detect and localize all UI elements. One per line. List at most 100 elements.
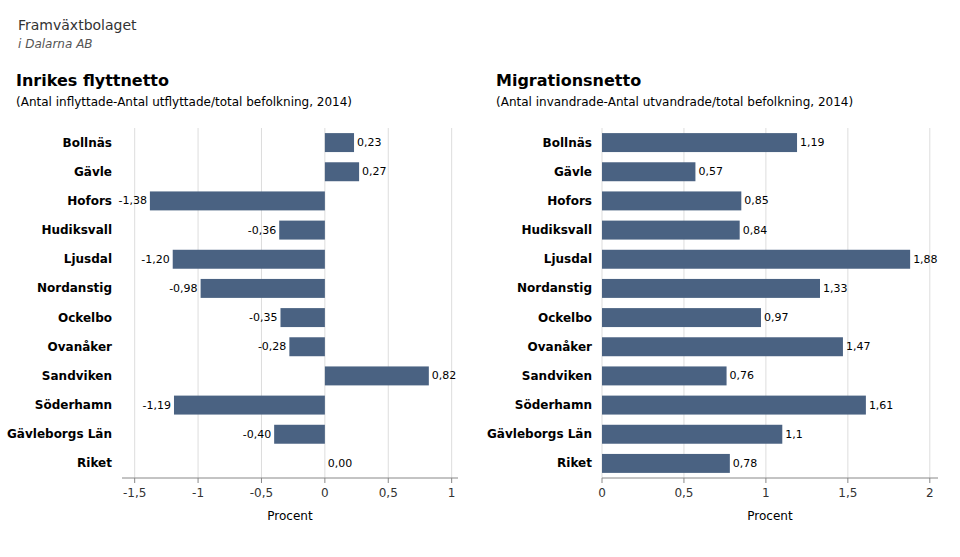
tick-mark — [134, 478, 135, 483]
category-label: Hudiksvall — [521, 223, 592, 237]
data-label: -0,98 — [169, 282, 197, 295]
tick-mark — [683, 478, 684, 483]
tick-label: 0,5 — [379, 486, 398, 500]
bar — [602, 396, 866, 415]
tick-mark — [324, 478, 325, 483]
category-label: Ockelbo — [58, 311, 112, 325]
x-axis-line — [122, 478, 458, 479]
tick-label: 1 — [762, 486, 770, 500]
tick-label: 2 — [926, 486, 934, 500]
x-axis-label: Procent — [267, 509, 313, 523]
bar — [602, 279, 820, 298]
data-label: 0,00 — [328, 457, 353, 470]
category-label: Hofors — [547, 194, 592, 208]
tick-mark — [451, 478, 452, 483]
data-label: 1,19 — [800, 136, 825, 149]
category-label: Ljusdal — [544, 252, 592, 266]
category-label: Bollnäs — [543, 136, 592, 150]
grid-line — [847, 128, 848, 478]
data-label: -0,35 — [249, 311, 277, 324]
tick-label: 0 — [321, 486, 329, 500]
data-label: 1,33 — [823, 282, 848, 295]
tick-label: 0,5 — [674, 486, 693, 500]
logo-text: i Dalarna AB — [18, 37, 93, 51]
category-label: Riket — [77, 456, 112, 470]
data-label: 0,84 — [743, 224, 768, 237]
bar — [173, 250, 325, 269]
data-label: -1,38 — [118, 194, 146, 207]
tick-mark — [929, 478, 930, 483]
data-label: -0,40 — [243, 428, 271, 441]
data-label: -0,28 — [258, 340, 286, 353]
bar — [280, 308, 324, 327]
bar — [150, 191, 325, 210]
category-label: Ockelbo — [538, 311, 592, 325]
bar — [602, 221, 740, 240]
grid-line — [134, 128, 135, 478]
tick-label: -1,5 — [123, 486, 146, 500]
panel: Framväxtbolaget i Dalarna AB Inrikes flytt… — [7, 17, 458, 523]
category-label: Bollnäs — [63, 136, 112, 150]
bar — [602, 250, 910, 269]
grid-line — [261, 128, 262, 478]
category-label: Gävle — [554, 165, 592, 179]
bar — [274, 425, 325, 444]
tick-label: 1,5 — [838, 486, 857, 500]
bar — [602, 191, 741, 210]
bar — [325, 366, 429, 385]
grid-line — [388, 128, 389, 478]
x-axis-label: Procent — [747, 509, 793, 523]
tick-label: -0,5 — [250, 486, 273, 500]
tick-label: 1 — [448, 486, 456, 500]
chart-subtitle: (Antal invandrade-Antal utvandrade/total… — [496, 95, 853, 109]
bar — [602, 366, 727, 385]
grid-line — [198, 128, 199, 478]
category-label: Nordanstig — [37, 281, 112, 295]
tick-mark — [198, 478, 199, 483]
category-label: Söderhamn — [515, 398, 592, 412]
category-label: Hudiksvall — [41, 223, 112, 237]
data-label: 0,76 — [730, 369, 755, 382]
data-label: 0,27 — [362, 165, 387, 178]
bar — [174, 396, 325, 415]
tick-mark — [388, 478, 389, 483]
data-label: -0,36 — [248, 224, 276, 237]
category-label: Nordanstig — [517, 281, 592, 295]
tick-mark — [765, 478, 766, 483]
bar — [602, 425, 782, 444]
chart-root: Framväxtbolaget i Dalarna AB Inrikes flytt… — [0, 0, 960, 557]
bars — [602, 133, 910, 473]
category-label: Gävle — [74, 165, 112, 179]
category-label: Sandviken — [42, 369, 112, 383]
bar — [602, 162, 695, 181]
data-label: 0,85 — [744, 194, 769, 207]
x-axis-line — [602, 478, 938, 479]
category-label: Hofors — [67, 194, 112, 208]
bar — [602, 337, 843, 356]
category-label: Gävleborgs Län — [487, 427, 592, 441]
tick-label: -1 — [192, 486, 204, 500]
category-label: Sandviken — [522, 369, 592, 383]
bar — [324, 454, 325, 473]
chart-title: Inrikes flyttnetto — [16, 71, 169, 90]
logo-text: Framväxtbolaget — [18, 17, 137, 33]
data-label: -1,20 — [141, 253, 169, 266]
data-label: 1,88 — [913, 253, 938, 266]
category-label: Söderhamn — [35, 398, 112, 412]
bar — [325, 133, 354, 152]
data-label: 1,47 — [846, 340, 871, 353]
tick-mark — [261, 478, 262, 483]
category-label: Riket — [557, 456, 592, 470]
data-label: 1,1 — [785, 428, 803, 441]
bar — [602, 308, 761, 327]
category-label: Gävleborgs Län — [7, 427, 112, 441]
data-label: 0,97 — [764, 311, 789, 324]
category-label: Ovanåker — [528, 340, 593, 354]
bar — [602, 133, 797, 152]
data-label: -1,19 — [143, 399, 171, 412]
bars — [150, 133, 429, 444]
category-label: Ovanåker — [48, 340, 113, 354]
tick-label: 0 — [598, 486, 606, 500]
chart-subtitle: (Antal inflyttade-Antal utflyttade/total… — [16, 95, 352, 109]
bar — [289, 337, 325, 356]
